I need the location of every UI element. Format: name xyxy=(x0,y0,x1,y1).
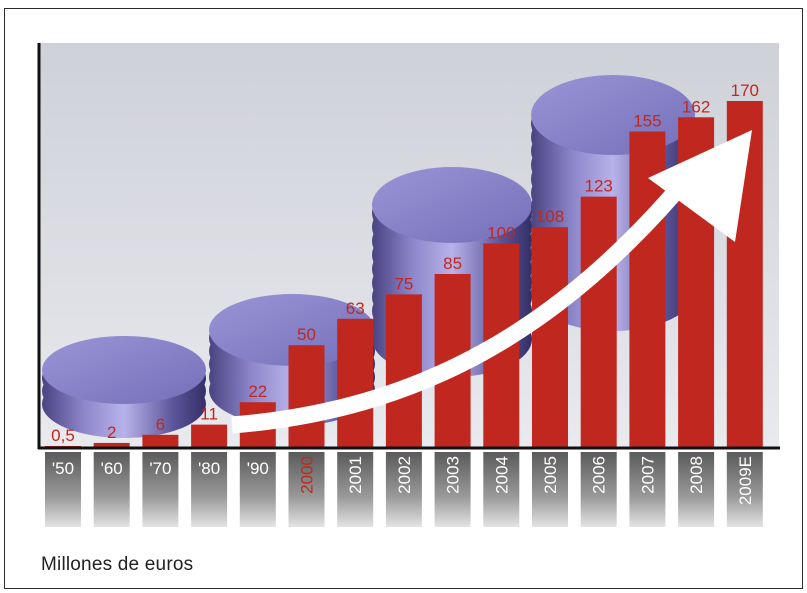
coin-stack xyxy=(42,336,206,438)
category-label: 2003 xyxy=(444,456,463,494)
coin-top xyxy=(531,75,695,155)
coin-top xyxy=(372,167,532,243)
trend-arrow-layer xyxy=(231,130,752,434)
category-label: 2001 xyxy=(346,456,365,494)
category-tab xyxy=(239,452,276,527)
category-tab xyxy=(678,452,715,527)
value-label: 108 xyxy=(536,207,564,226)
bar-2000 xyxy=(288,345,325,447)
category-label: '50 xyxy=(52,459,74,478)
value-label: 50 xyxy=(297,325,316,344)
category-tabs-layer: '50 '60 '70 '80 '90 2000 2001 2002 2003 2004 2005 2… xyxy=(45,452,763,527)
coin-top xyxy=(42,336,206,404)
category-tab xyxy=(483,452,520,527)
category-label: 2006 xyxy=(590,456,609,494)
bar-2002 xyxy=(385,294,422,447)
category-tab xyxy=(288,452,325,527)
value-label: 6 xyxy=(156,415,165,434)
trend-arrow-shaft xyxy=(231,169,697,434)
value-label: 100 xyxy=(487,223,515,242)
category-label: 2008 xyxy=(687,456,706,494)
value-label: 170 xyxy=(731,81,759,100)
category-label: '90 xyxy=(247,459,269,478)
category-label: '70 xyxy=(149,459,171,478)
bar-2001 xyxy=(337,318,374,447)
value-label: 123 xyxy=(585,177,613,196)
bar-80 xyxy=(191,424,228,447)
category-tab xyxy=(93,452,130,527)
category-tab xyxy=(337,452,374,527)
trend-arrow-head xyxy=(648,130,752,242)
value-label: 75 xyxy=(394,274,413,293)
category-label: 2002 xyxy=(395,456,414,494)
category-tab xyxy=(434,452,471,527)
category-tab xyxy=(580,452,617,527)
category-label: '60 xyxy=(101,459,123,478)
bar-2005 xyxy=(532,227,568,447)
category-tab xyxy=(629,452,666,527)
bar-70 xyxy=(142,434,179,447)
value-label: 2 xyxy=(107,423,116,442)
category-label: '80 xyxy=(198,459,220,478)
value-label: 0,5 xyxy=(51,426,75,445)
value-label: 85 xyxy=(443,254,462,273)
value-label: 22 xyxy=(248,382,267,401)
category-label: 2004 xyxy=(492,456,511,494)
category-tab xyxy=(385,452,422,527)
category-tab xyxy=(45,452,81,527)
category-label: 2009E xyxy=(736,456,755,505)
bar-2006 xyxy=(580,196,617,447)
bar-50 xyxy=(45,445,81,447)
category-tab xyxy=(726,452,763,527)
units-note: Millones de euros xyxy=(41,554,194,575)
value-label: 155 xyxy=(633,112,661,131)
value-label: 63 xyxy=(346,299,365,318)
category-tab xyxy=(142,452,179,527)
value-label: 11 xyxy=(200,405,218,424)
coin-top xyxy=(209,294,375,366)
category-tab xyxy=(191,452,228,527)
category-label: 2005 xyxy=(541,456,560,494)
category-label: 2000 xyxy=(298,456,317,494)
value-labels-layer: 0,5 2 6 11 22 50 63 75 85 100 108 123 155 162 170 xyxy=(51,81,759,445)
category-tab xyxy=(532,452,568,527)
value-label: 162 xyxy=(682,97,710,116)
bar-60 xyxy=(93,442,130,447)
category-label: 2007 xyxy=(638,456,657,494)
